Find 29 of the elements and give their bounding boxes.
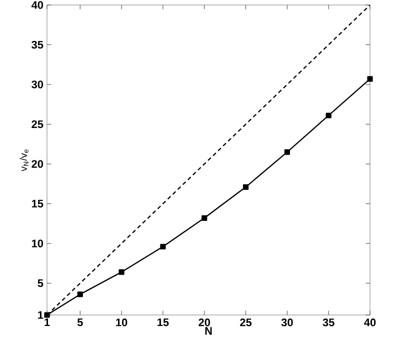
- point: [242, 184, 249, 190]
- x-tick-label: 5: [77, 318, 83, 326]
- x-tick-label: 10: [116, 318, 128, 326]
- point: [326, 112, 332, 118]
- x-tick-label: 1: [44, 318, 50, 326]
- point: [44, 312, 50, 318]
- y-tick-label: 1: [38, 311, 44, 319]
- y-axis-title: v$_{N}$/v$_{e}$: [20, 149, 28, 172]
- point: [284, 149, 290, 155]
- y-tick-label: 35: [32, 40, 44, 49]
- x-tick-label: 25: [240, 318, 252, 326]
- point: [202, 215, 208, 221]
- point: [77, 292, 83, 298]
- x-tick-label: 40: [364, 318, 376, 326]
- x-tick-label: 30: [281, 318, 293, 326]
- y-tick-label: 30: [32, 80, 44, 88]
- point: [118, 269, 124, 275]
- point: [367, 76, 373, 82]
- y-tick-label: 25: [32, 120, 44, 128]
- point: [160, 244, 166, 250]
- y-tick-label: 40: [31, 1, 44, 9]
- y-tick-label: 10: [32, 240, 44, 248]
- x-tick-label: 20: [198, 318, 210, 326]
- x-tick-label: 35: [322, 318, 334, 326]
- y-tick-label: 5: [38, 279, 44, 288]
- y-tick-label: 20: [32, 160, 44, 168]
- y-tick-label: 15: [32, 200, 44, 208]
- x-tick-label: 15: [158, 318, 169, 326]
- x-axis-title: N: [205, 327, 212, 335]
